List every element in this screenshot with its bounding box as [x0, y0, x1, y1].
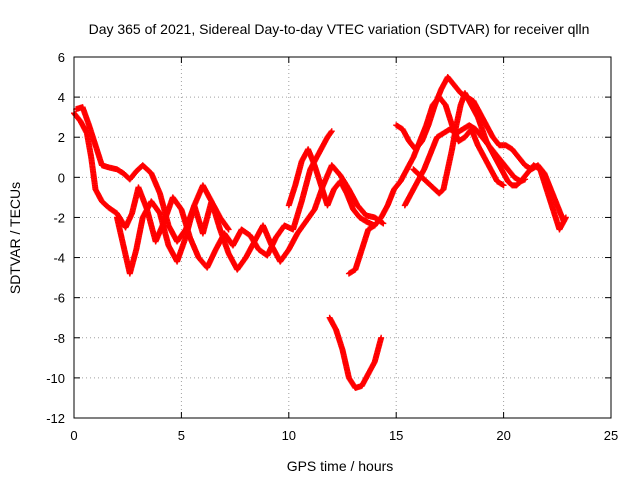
series-arc-3 — [113, 198, 232, 277]
y-tick-label: -8 — [53, 331, 65, 346]
plot-frame — [73, 56, 612, 419]
x-tick-label: 25 — [604, 428, 618, 443]
tick-layer: 0 5 10 15 20 25 -12 -10 -8 -6 -4 -2 0 2 4 6 — [46, 50, 618, 443]
y-tick-label: -4 — [53, 251, 65, 266]
data-point — [328, 129, 335, 136]
y-tick-label: -2 — [53, 210, 65, 225]
data-point — [380, 220, 387, 227]
x-tick-label: 0 — [70, 428, 77, 443]
data-point — [522, 176, 529, 183]
y-tick-label: 2 — [58, 130, 65, 145]
series-arc-5 — [326, 314, 385, 391]
x-tick-label: 15 — [389, 428, 403, 443]
data-point — [378, 334, 385, 341]
y-tick-label: 4 — [58, 90, 65, 105]
y-tick-label: 6 — [58, 50, 65, 65]
series-arc-9 — [410, 90, 529, 197]
x-axis-label: GPS time / hours — [287, 458, 394, 474]
data-point — [562, 214, 569, 221]
y-tick-label: -6 — [53, 291, 65, 306]
data-point — [225, 226, 232, 233]
x-tick-label: 20 — [496, 428, 510, 443]
y-tick-label: 0 — [58, 170, 65, 185]
data-point — [328, 128, 335, 135]
data-point — [224, 225, 231, 232]
series-arc-4 — [285, 146, 378, 229]
y-tick-label: -12 — [46, 411, 65, 426]
data-point — [500, 182, 507, 189]
chart-title: Day 365 of 2021, Sidereal Day-to-day VTE… — [89, 21, 590, 37]
series-arc-2 — [73, 104, 387, 273]
x-tick-label: 10 — [282, 428, 296, 443]
y-axis-label: SDTVAR / TECUs — [7, 182, 23, 294]
x-tick-label: 5 — [178, 428, 185, 443]
y-tick-label: -10 — [46, 371, 65, 386]
data-layer — [71, 74, 569, 391]
